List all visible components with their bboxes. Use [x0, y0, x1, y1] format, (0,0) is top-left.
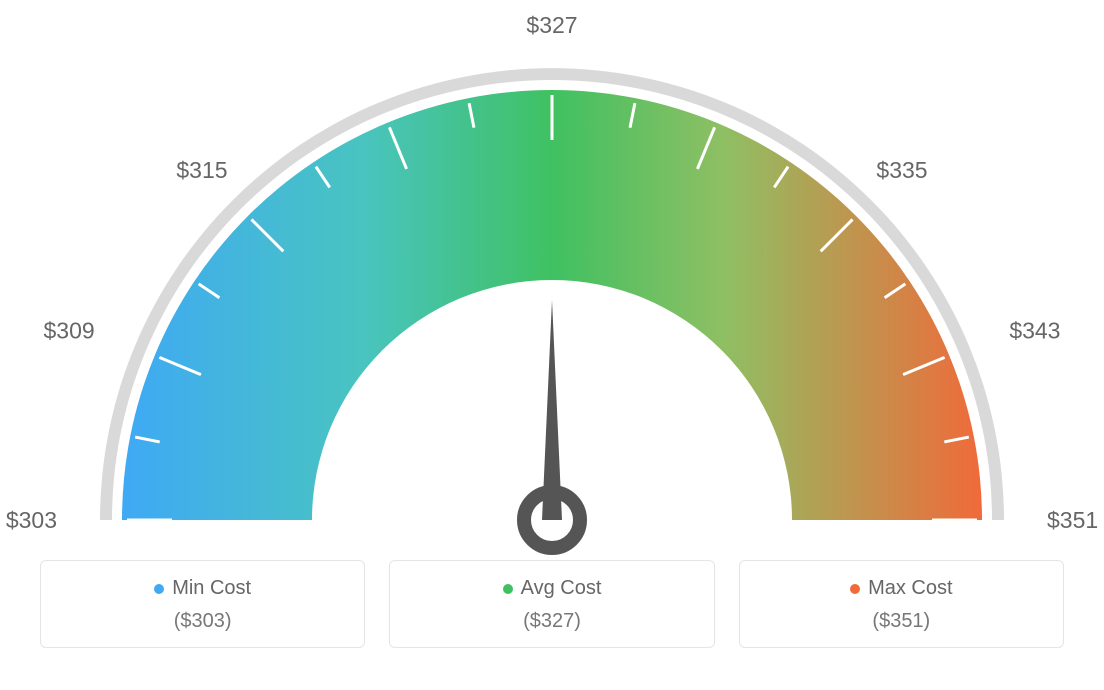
gauge-tick-label: $309 [44, 318, 95, 344]
dot-icon [154, 584, 164, 594]
gauge-tick-label: $315 [176, 157, 227, 183]
gauge-svg: $303 $309 $315 $327 $335 $343 $351 [0, 0, 1104, 560]
gauge-tick-label: $343 [1009, 318, 1060, 344]
gauge-tick-label: $303 [6, 507, 57, 533]
legend-row: Min Cost ($303) Avg Cost ($327) Max Cost… [0, 560, 1104, 648]
legend-min-label: Min Cost [154, 577, 251, 600]
dot-icon [850, 584, 860, 594]
legend-min-box: Min Cost ($303) [40, 560, 365, 648]
gauge-tick-label: $327 [526, 12, 577, 38]
legend-max-box: Max Cost ($351) [739, 560, 1064, 648]
legend-max-text: Max Cost [868, 577, 952, 600]
cost-gauge: $303 $309 $315 $327 $335 $343 $351 [0, 0, 1104, 560]
legend-avg-label: Avg Cost [503, 577, 602, 600]
legend-max-label: Max Cost [850, 577, 952, 600]
gauge-tick-label: $351 [1047, 507, 1098, 533]
legend-min-text: Min Cost [172, 577, 251, 600]
legend-max-value: ($351) [750, 610, 1053, 633]
gauge-tick-label: $335 [876, 157, 927, 183]
legend-avg-text: Avg Cost [521, 577, 602, 600]
legend-min-value: ($303) [51, 610, 354, 633]
legend-avg-box: Avg Cost ($327) [389, 560, 714, 648]
legend-avg-value: ($327) [400, 610, 703, 633]
dot-icon [503, 584, 513, 594]
